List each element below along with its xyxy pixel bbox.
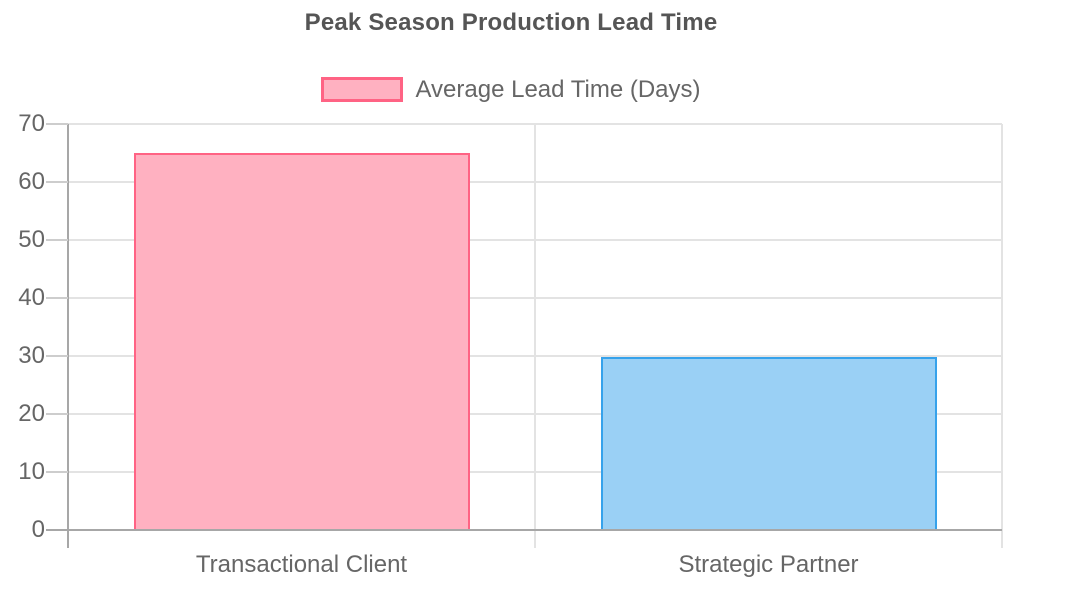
gridline-x-2 [1001, 124, 1003, 548]
legend-label: Average Lead Time (Days) [415, 76, 701, 103]
y-tick-mark-60 [46, 181, 68, 183]
y-tick-mark-50 [46, 239, 68, 241]
x-axis-label-1: Transactional Client [195, 551, 408, 578]
y-tick-label-30: 30 [18, 342, 45, 369]
y-tick-mark-20 [46, 413, 68, 415]
y-tick-label-10: 10 [18, 458, 45, 485]
bar-strategic-partner[interactable] [600, 357, 937, 530]
y-tick-label-50: 50 [18, 226, 45, 253]
y-tick-mark-40 [46, 297, 68, 299]
y-tick-label-0: 0 [31, 516, 45, 543]
x-axis-line [46, 528, 1002, 531]
y-axis-line [67, 124, 69, 548]
y-tick-label-60: 60 [18, 168, 45, 195]
chart-title: Peak Season Production Lead Time [304, 9, 718, 36]
gridline-x-1 [534, 124, 536, 548]
y-tick-label-40: 40 [18, 284, 45, 311]
bar-transactional-client[interactable] [133, 153, 470, 530]
y-tick-mark-30 [46, 355, 68, 357]
legend-swatch [321, 77, 404, 102]
y-tick-label-70: 70 [18, 110, 45, 137]
legend[interactable]: Average Lead Time (Days) [0, 74, 1022, 105]
y-tick-mark-70 [46, 123, 68, 125]
y-tick-mark-10 [46, 471, 68, 473]
y-tick-label-20: 20 [18, 400, 45, 427]
x-axis-label-2: Strategic Partner [678, 551, 859, 578]
